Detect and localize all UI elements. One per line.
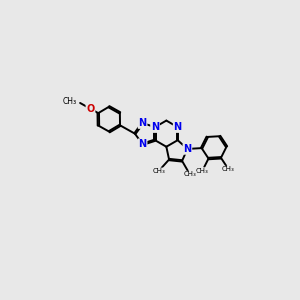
- Text: CH₃: CH₃: [152, 168, 165, 174]
- Text: N: N: [183, 144, 191, 154]
- Text: N: N: [151, 122, 159, 132]
- Text: CH₃: CH₃: [183, 171, 196, 177]
- Text: O: O: [86, 104, 94, 114]
- Text: N: N: [174, 122, 182, 132]
- Text: CH₃: CH₃: [222, 166, 235, 172]
- Text: N: N: [139, 139, 147, 149]
- Text: CH₃: CH₃: [63, 97, 77, 106]
- Text: N: N: [139, 118, 147, 128]
- Text: CH₃: CH₃: [196, 168, 209, 174]
